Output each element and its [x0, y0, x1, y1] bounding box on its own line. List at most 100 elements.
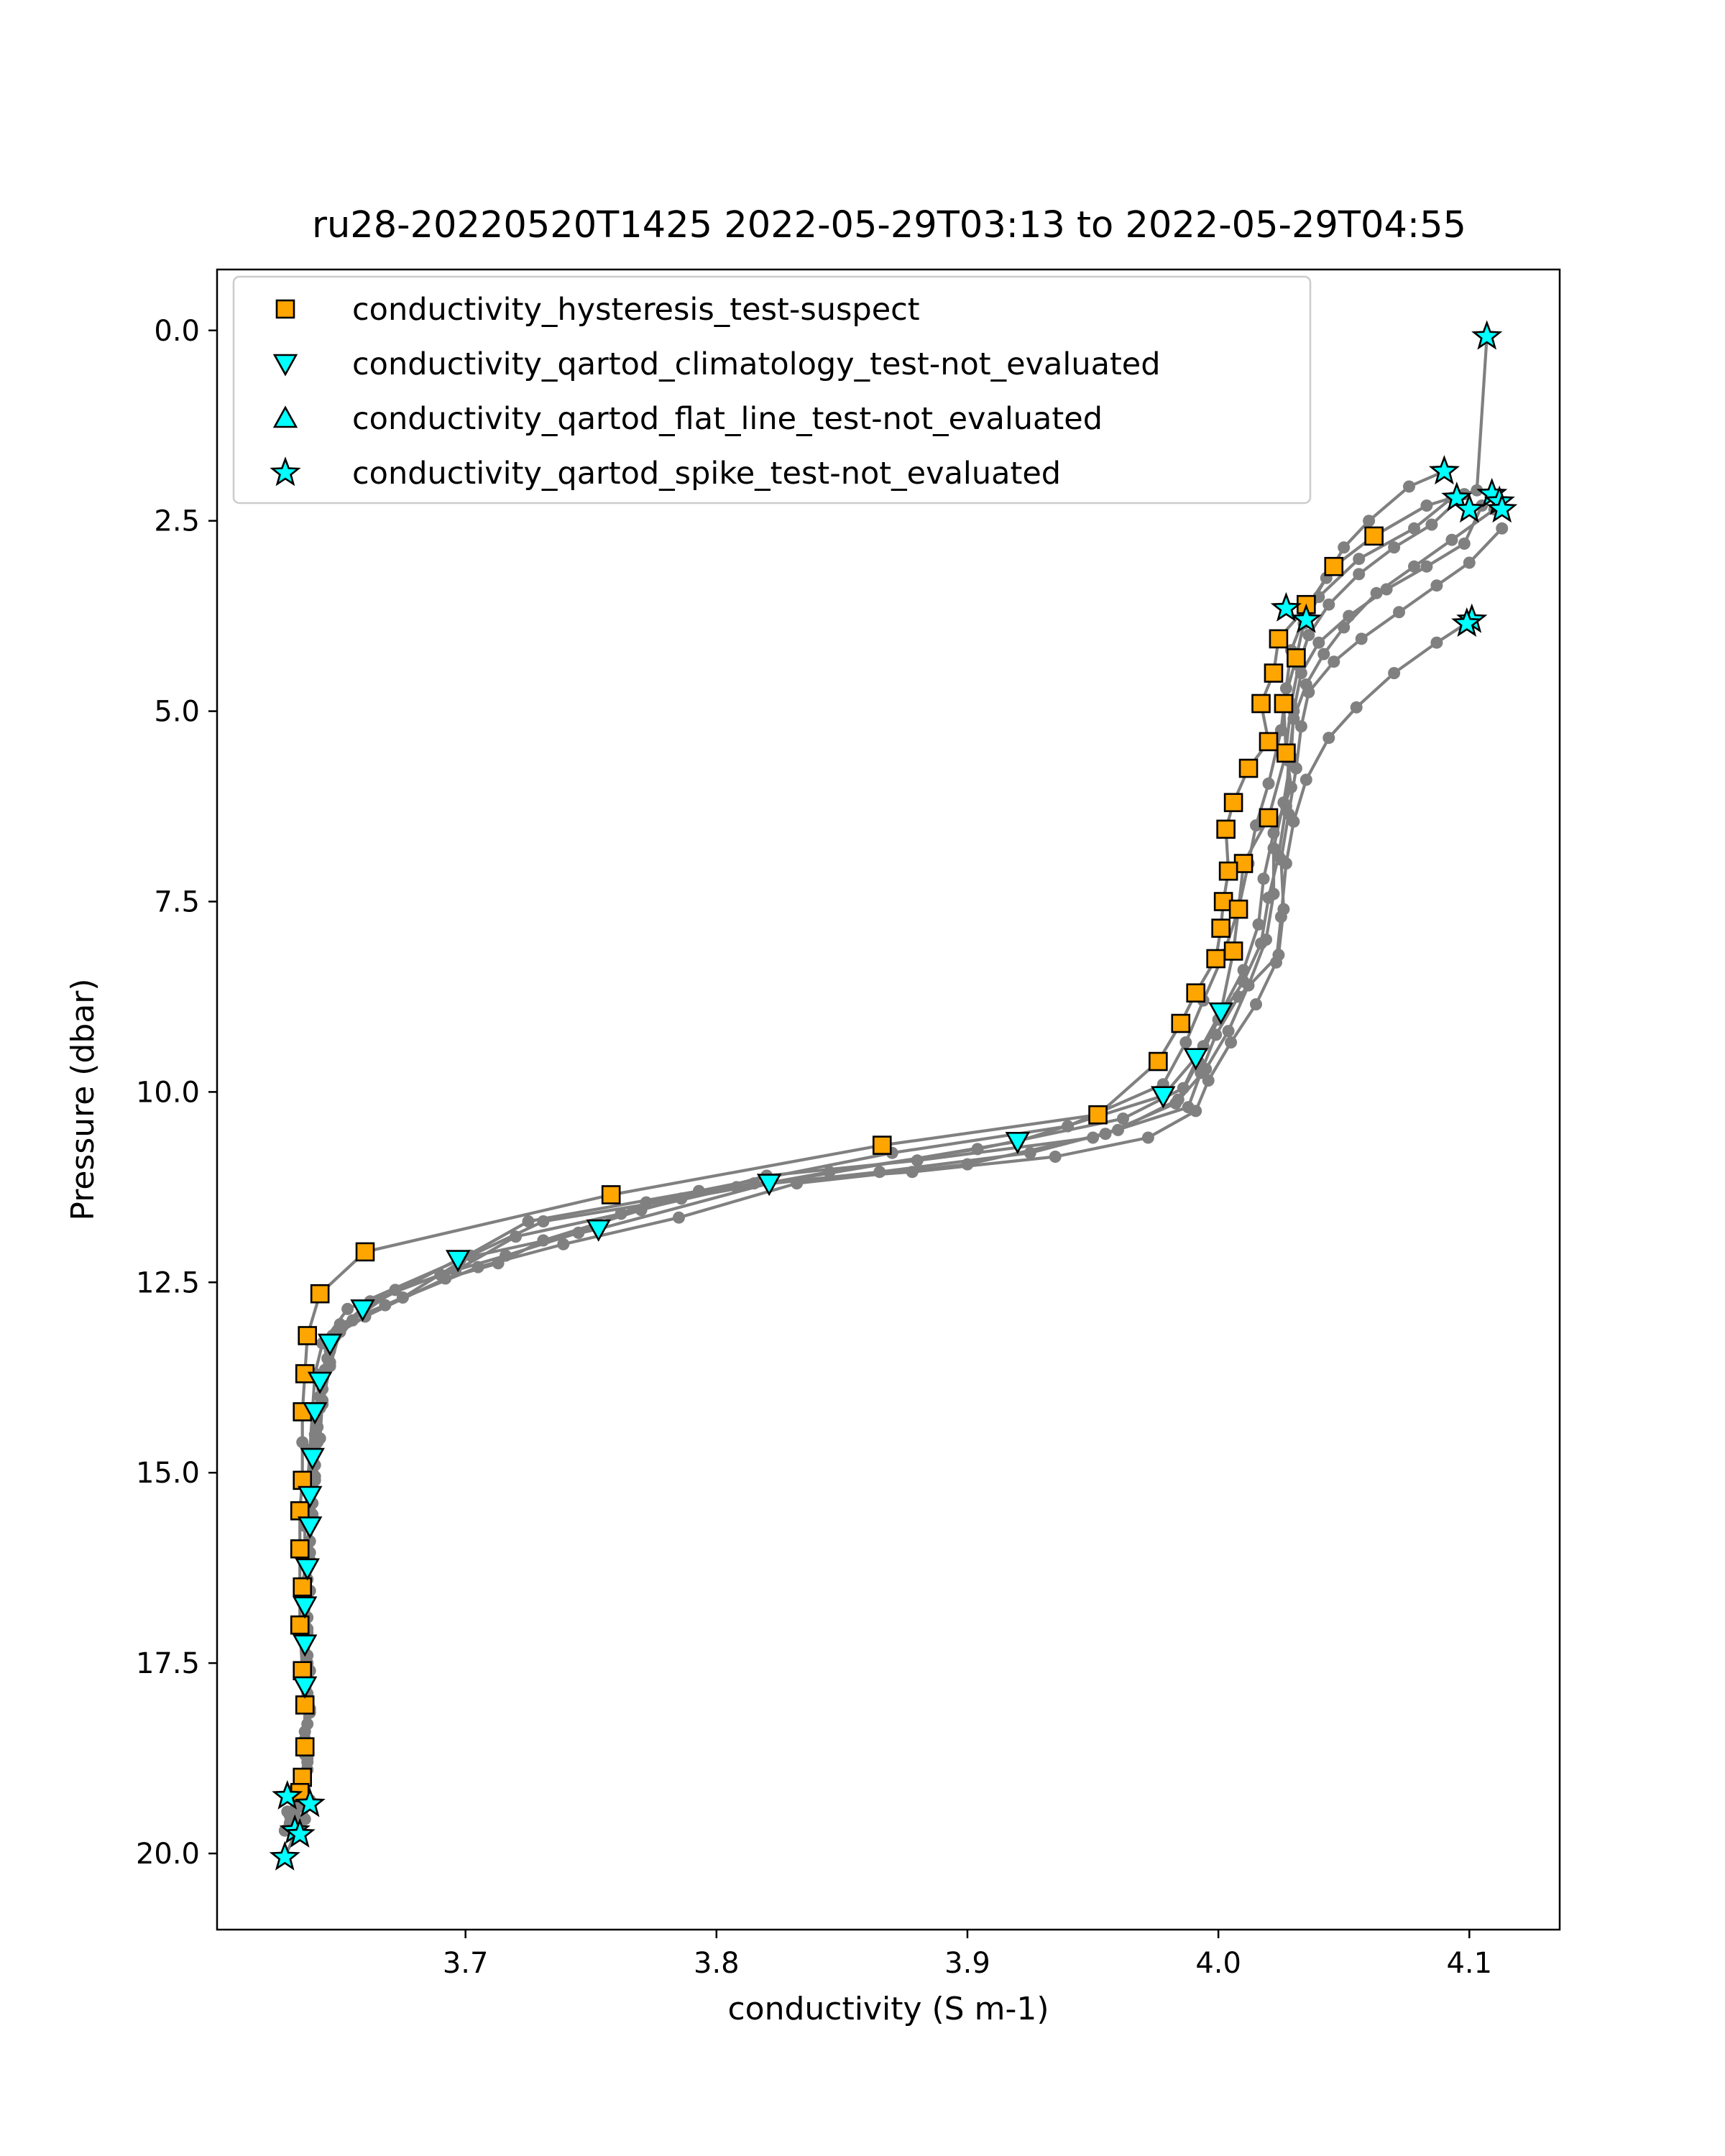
x-axis-ticks: 3.7 3.8 3.9 4.0 4.1 [443, 1930, 1492, 1980]
y-tick-label: 5.0 [154, 696, 200, 729]
triangle_down-marker [297, 1485, 323, 1508]
square-marker [1206, 949, 1225, 969]
profile-point [1117, 1112, 1129, 1125]
profile-point [1287, 712, 1300, 725]
legend-star-icon [270, 456, 301, 487]
square-marker [1274, 694, 1294, 714]
y-tick-label: 2.5 [154, 505, 200, 538]
profile-point [1225, 1036, 1238, 1049]
y-tick-label: 20.0 [136, 1838, 200, 1871]
triangle_down-marker [1151, 1086, 1176, 1109]
profile-point [334, 1322, 346, 1335]
profile-point [1294, 720, 1307, 733]
square-marker [1216, 819, 1236, 839]
triangle_down-marker [297, 1516, 323, 1539]
square-marker [298, 1326, 317, 1345]
triangle_down-marker [1005, 1131, 1031, 1154]
star-marker [269, 1841, 300, 1871]
profile-point [1328, 655, 1340, 668]
profile-point [1049, 1151, 1062, 1163]
profile-point [1179, 1036, 1192, 1049]
square-marker [355, 1242, 375, 1262]
profile-point [1388, 667, 1401, 680]
profile-point [1195, 1067, 1208, 1079]
square-marker [1364, 526, 1384, 546]
profile-point [1302, 629, 1315, 642]
star-marker [1453, 493, 1485, 523]
profile-point [1425, 518, 1438, 531]
square-marker [1149, 1051, 1168, 1072]
star-marker [1471, 320, 1503, 350]
legend-triangle_down-icon [272, 354, 298, 377]
profile-point [572, 1226, 585, 1239]
profile-point [640, 1196, 653, 1209]
square-marker [293, 1577, 313, 1597]
square-marker [1223, 941, 1243, 961]
profile-point [313, 1432, 326, 1445]
square-marker [1228, 899, 1248, 919]
profile-point [748, 1177, 760, 1190]
profile-point [1024, 1146, 1036, 1159]
profile-point [1141, 1131, 1154, 1144]
profile-point [557, 1238, 570, 1250]
x-tick-label: 4.1 [1446, 1947, 1492, 1980]
profile-point [1274, 911, 1287, 923]
profile-point [1294, 667, 1307, 680]
legend: conductivity_hysteresis_test-suspectcond… [232, 275, 1312, 505]
x-axis-label: conductivity (S m-1) [727, 1991, 1049, 2027]
legend-triangle_up-icon [272, 405, 298, 428]
x-tick-label: 3.7 [443, 1947, 489, 1980]
profile-point [346, 1314, 359, 1327]
square-marker [295, 1737, 315, 1756]
profile-point [1279, 857, 1292, 870]
profile-point [1403, 480, 1415, 493]
square-marker [1269, 629, 1289, 649]
profile-point [1262, 891, 1275, 904]
square-marker [601, 1185, 621, 1204]
square-marker [1264, 663, 1284, 683]
profile-point [1312, 636, 1325, 649]
square-marker [1238, 758, 1259, 778]
profile-point [1322, 732, 1335, 745]
profile-point [1471, 484, 1484, 497]
profile-point [296, 1436, 309, 1449]
profile-point [500, 1249, 512, 1262]
y-tick-label: 10.0 [136, 1076, 200, 1109]
profile-point [1190, 1105, 1202, 1118]
legend-label: conductivity_qartod_climatology_test-not… [352, 346, 1161, 382]
triangle_down-marker [1208, 1002, 1233, 1025]
square-marker [1287, 648, 1306, 668]
profile-point [341, 1302, 354, 1315]
profile-point [1445, 533, 1458, 546]
square-marker [1259, 732, 1279, 752]
profile-point [1393, 606, 1405, 619]
square-marker [290, 1539, 310, 1559]
profile-point [906, 1166, 919, 1179]
legend-label: conductivity_hysteresis_test-suspect [352, 292, 920, 328]
triangle_down-marker [307, 1371, 333, 1394]
profile-point [1287, 815, 1300, 828]
profile-point [1322, 598, 1335, 611]
profile-point [1222, 1025, 1235, 1038]
profile-point [1338, 621, 1351, 634]
profile-line [283, 336, 1489, 1831]
chart-title: ru28-20220520T1425 2022-05-29T03:13 to 2… [312, 204, 1466, 247]
profile-point [1172, 1093, 1184, 1106]
legend-label: conductivity_qartod_flat_line_test-not_e… [352, 401, 1103, 437]
triangle_down-marker [292, 1596, 318, 1619]
star-marker [1428, 455, 1460, 485]
triangle_down-marker [445, 1250, 471, 1273]
triangle_down-marker [756, 1174, 782, 1197]
profile-point [1289, 762, 1302, 775]
star-marker [1451, 607, 1483, 637]
triangle_down-marker [350, 1299, 375, 1322]
square-marker [1233, 854, 1254, 873]
square-marker [310, 1284, 330, 1304]
profile-point [1300, 678, 1312, 691]
square-marker [1088, 1105, 1108, 1125]
profile-point [1458, 538, 1471, 550]
profile-point [1420, 499, 1433, 512]
square-marker [1211, 918, 1230, 938]
star-marker [1486, 493, 1518, 523]
